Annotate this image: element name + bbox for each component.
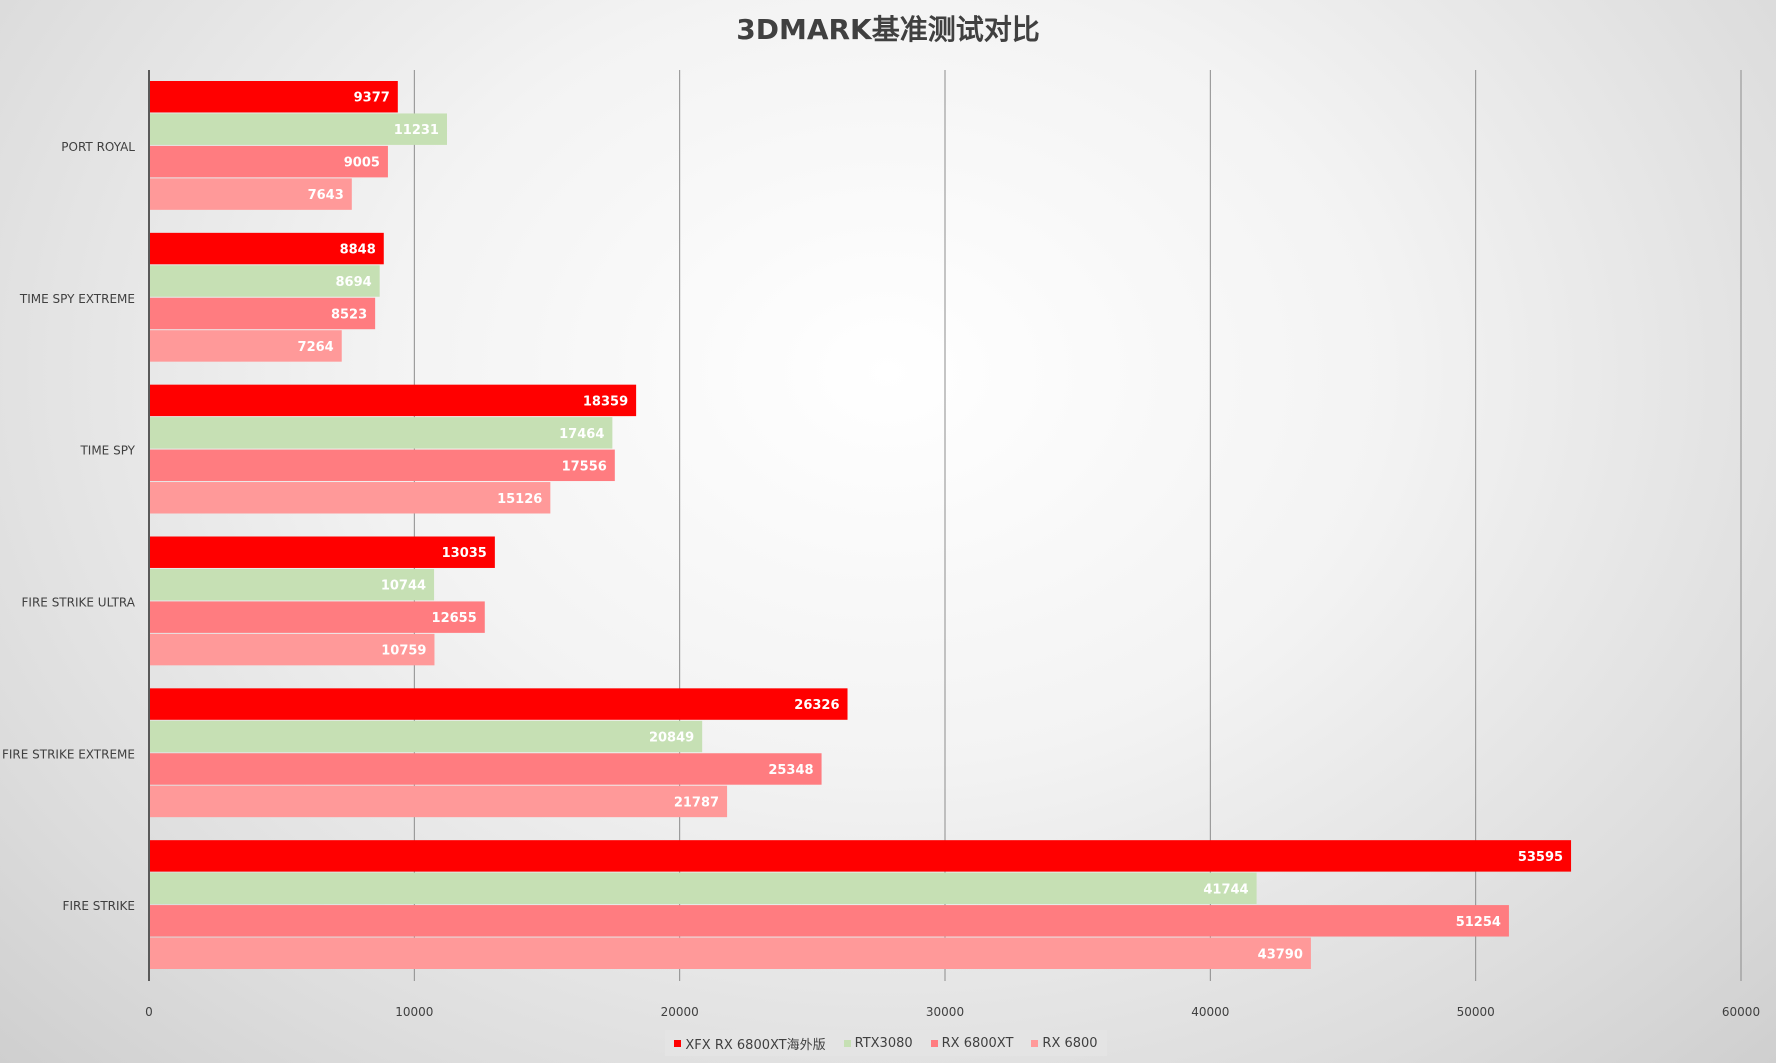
data-label-0-2: 9005 (344, 156, 380, 171)
bar-1-1 (149, 265, 380, 297)
data-label-3-2: 12655 (432, 611, 477, 626)
data-label-5-3: 43790 (1258, 947, 1303, 962)
legend-item-0: XFX RX 6800XT海外版 (674, 1034, 826, 1053)
category-label-3: FIRE STRIKE ULTRA (22, 595, 136, 609)
bar-5-1 (149, 872, 1257, 905)
x-tick-label-60000: 60000 (1722, 1005, 1760, 1019)
data-label-3-3: 10759 (381, 644, 426, 659)
category-label-4: FIRE STRIKE EXTREME (2, 747, 135, 761)
bar-0-0 (149, 81, 398, 113)
bar-5-2 (149, 905, 1509, 937)
bar-1-3 (149, 330, 342, 362)
legend-swatch-1 (843, 1039, 851, 1047)
x-tick-label-10000: 10000 (395, 1005, 433, 1019)
legend-label-1: RTX3080 (854, 1035, 913, 1051)
data-label-1-3: 7264 (298, 340, 334, 355)
category-label-0: PORT ROYAL (61, 140, 135, 154)
category-label-1: TIME SPY EXTREME (19, 292, 135, 306)
data-label-3-1: 10744 (381, 579, 426, 594)
x-tick-label-0: 0 (145, 1005, 153, 1019)
data-label-0-1: 11231 (394, 123, 439, 138)
bar-2-1 (149, 417, 613, 449)
bar-0-1 (149, 113, 447, 145)
bar-3-0 (149, 536, 495, 568)
bar-1-2 (149, 297, 376, 330)
bar-4-1 (149, 720, 703, 753)
x-tick-label-50000: 50000 (1457, 1005, 1495, 1019)
data-label-1-1: 8694 (335, 275, 371, 290)
data-label-2-2: 17556 (562, 459, 607, 474)
data-label-1-0: 8848 (340, 243, 376, 258)
chart-legend: XFX RX 6800XT海外版 RTX3080 RX 6800XT RX 6800 (665, 1030, 1107, 1056)
legend-label-2: RX 6800XT (941, 1035, 1014, 1051)
bar-1-0 (149, 232, 384, 265)
bar-2-0 (149, 384, 637, 417)
bar-4-0 (149, 688, 848, 720)
data-label-3-0: 13035 (442, 546, 487, 561)
bar-4-2 (149, 753, 822, 785)
category-label-5: FIRE STRIKE (63, 899, 135, 913)
data-label-0-0: 9377 (354, 91, 390, 106)
data-label-2-1: 17464 (559, 427, 604, 442)
bar-2-2 (149, 449, 615, 482)
legend-item-2: RX 6800XT (930, 1035, 1014, 1051)
chart-title: 3DMARK基准测试对比 (736, 13, 1040, 46)
legend-item-1: RTX3080 (843, 1035, 913, 1051)
data-label-5-0: 53595 (1518, 850, 1563, 865)
bar-0-3 (149, 178, 352, 210)
data-label-2-3: 15126 (497, 492, 542, 507)
bar-5-3 (149, 937, 1311, 969)
legend-label-0: XFX RX 6800XT海外版 (685, 1037, 826, 1053)
bar-3-2 (149, 601, 485, 633)
data-label-4-1: 20849 (649, 731, 694, 746)
data-label-0-3: 7643 (308, 188, 344, 203)
bar-5-0 (149, 840, 1572, 872)
legend-label-3: RX 6800 (1042, 1035, 1098, 1051)
data-label-1-2: 8523 (331, 307, 367, 322)
data-label-2-0: 18359 (583, 394, 628, 409)
x-tick-label-20000: 20000 (661, 1005, 699, 1019)
bar-2-3 (149, 482, 551, 514)
bar-0-2 (149, 145, 388, 178)
legend-swatch-2 (930, 1039, 938, 1047)
legend-item-3: RX 6800 (1031, 1035, 1098, 1051)
data-label-4-0: 26326 (794, 698, 839, 713)
x-tick-label-30000: 30000 (926, 1005, 964, 1019)
data-label-5-1: 41744 (1203, 882, 1248, 897)
category-label-2: TIME SPY (79, 444, 135, 458)
data-label-4-3: 21787 (674, 795, 719, 810)
x-tick-label-40000: 40000 (1191, 1005, 1229, 1019)
legend-swatch-3 (1031, 1039, 1039, 1047)
bar-3-1 (149, 568, 435, 601)
data-label-4-2: 25348 (768, 763, 813, 778)
bar-4-3 (149, 785, 728, 818)
bar-3-3 (149, 633, 435, 666)
legend-swatch-0 (674, 1039, 682, 1047)
data-label-5-2: 51254 (1456, 915, 1501, 930)
